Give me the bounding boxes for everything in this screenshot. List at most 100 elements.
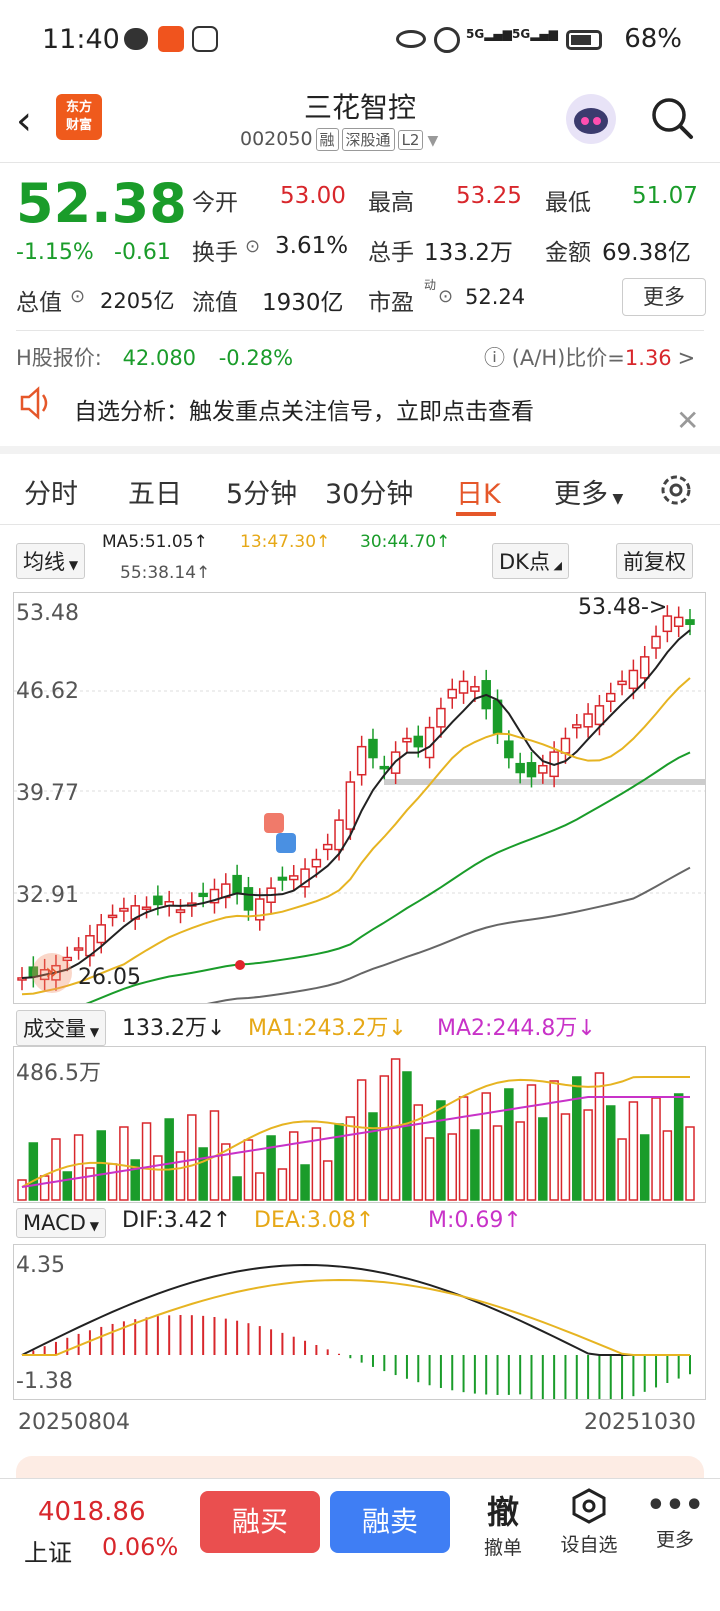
volume-bar bbox=[322, 1160, 333, 1201]
open-value: 53.00 bbox=[280, 183, 346, 209]
open-label: 今开 bbox=[192, 190, 238, 216]
dif-line bbox=[21, 1264, 690, 1356]
info-icon[interactable]: ⊙ bbox=[245, 236, 261, 257]
candle-body bbox=[334, 819, 344, 851]
high-label: 最高 bbox=[368, 190, 414, 216]
y-label-4: 32.91 bbox=[16, 883, 79, 908]
settings-gear-icon[interactable] bbox=[658, 472, 694, 508]
volume-bar bbox=[232, 1176, 242, 1201]
candle-body bbox=[492, 699, 503, 734]
chevron-down-icon: ▼ bbox=[427, 133, 439, 149]
news-peek-banner[interactable] bbox=[16, 1456, 704, 1478]
ah-ratio[interactable]: ⓘ (A/H)比价=1.36 > bbox=[484, 342, 695, 372]
candle-body bbox=[515, 762, 525, 774]
volume-bar bbox=[639, 1134, 650, 1201]
status-bar: 11:40 5G▂▄▆ 5G▂▄▆ 68% bbox=[0, 0, 720, 80]
cancel-icon: 撤 bbox=[486, 1493, 519, 1531]
ma-select[interactable]: 均线 ▼ bbox=[16, 543, 86, 579]
candle-body bbox=[300, 868, 310, 888]
info-icon[interactable]: ⊙ bbox=[438, 286, 454, 307]
assistant-avatar[interactable] bbox=[566, 94, 616, 144]
candle-body bbox=[119, 907, 129, 912]
volume-bar bbox=[583, 1109, 593, 1201]
ma5-value: MA5:51.05↑ bbox=[102, 532, 208, 552]
search-icon[interactable] bbox=[650, 96, 694, 140]
signal-notice-bar[interactable]: 自选分析：触发重点关注信号，立即点击查看 ✕ bbox=[0, 386, 720, 454]
add-watchlist-label: 设自选 bbox=[560, 1534, 618, 1556]
tab-30min[interactable]: 30分钟 bbox=[325, 479, 414, 510]
high-value: 53.25 bbox=[456, 183, 522, 209]
volume-value: 133.2万↓ bbox=[122, 1016, 226, 1041]
dk-point-button[interactable]: DK点 ◢ bbox=[492, 543, 569, 579]
candle-body bbox=[209, 888, 220, 904]
margin-buy-button[interactable]: 融买 bbox=[200, 1491, 320, 1553]
volume-bar bbox=[492, 1125, 503, 1201]
volume-bar bbox=[447, 1133, 457, 1201]
more-dots-icon: ••• bbox=[646, 1488, 704, 1523]
candle-body bbox=[255, 898, 265, 921]
more-menu-button[interactable]: ••• 更多 bbox=[640, 1487, 710, 1552]
volume-indicator-select[interactable]: 成交量 ▼ bbox=[16, 1010, 107, 1046]
active-tab-indicator bbox=[456, 512, 496, 516]
stock-code-row[interactable]: 002050 融深股通 L2 ▼ bbox=[240, 128, 438, 151]
tab-daily-k[interactable]: 日K bbox=[456, 479, 501, 510]
cancel-order-button[interactable]: 撤 撤单 bbox=[468, 1487, 538, 1560]
macd-chart[interactable]: 4.35 -1.38 bbox=[13, 1244, 706, 1400]
ah-ratio-value: 1.36 bbox=[624, 346, 672, 370]
volume-bar bbox=[628, 1101, 639, 1201]
candle-body bbox=[322, 843, 333, 851]
period-tabs: 分时 五日 5分钟 30分钟 日K 更多 ▼ bbox=[0, 460, 720, 524]
candle-body bbox=[62, 956, 73, 962]
eye-icon bbox=[396, 30, 426, 48]
y-label-3: 39.77 bbox=[16, 781, 79, 806]
volume-bar bbox=[153, 1155, 163, 1201]
back-icon[interactable]: ‹ bbox=[16, 98, 32, 144]
tab-more[interactable]: 更多 ▼ bbox=[554, 479, 624, 510]
candle-body bbox=[572, 724, 582, 729]
connect-tag: 深股通 bbox=[341, 128, 395, 151]
candle-body bbox=[560, 737, 571, 754]
sell-signal-marker bbox=[276, 833, 296, 853]
candle-body bbox=[73, 947, 84, 951]
h-share-row[interactable]: H股报价: 42.080 -0.28% bbox=[16, 342, 293, 372]
ah-ratio-label: (A/H)比价= bbox=[511, 346, 625, 370]
volume-chart[interactable]: 486.5万 bbox=[13, 1046, 706, 1203]
candle-body bbox=[583, 713, 593, 728]
candle-body bbox=[96, 924, 107, 944]
volume-bar bbox=[255, 1172, 265, 1201]
info-icon[interactable]: ⊙ bbox=[70, 286, 86, 307]
add-watchlist-button[interactable]: 设自选 bbox=[554, 1487, 624, 1557]
candle-body bbox=[628, 669, 639, 690]
volume-bar bbox=[141, 1122, 152, 1201]
expand-arrows-icon[interactable]: » bbox=[32, 953, 72, 993]
candle-body bbox=[379, 765, 390, 770]
more-quote-button[interactable]: 更多 bbox=[622, 278, 706, 316]
candle-body bbox=[232, 874, 242, 895]
tab-5min[interactable]: 5分钟 bbox=[226, 479, 298, 510]
candle-body bbox=[141, 906, 152, 910]
index-value[interactable]: 4018.86 bbox=[38, 1497, 146, 1527]
volume-bar bbox=[470, 1129, 480, 1201]
amount-label: 金额 bbox=[545, 240, 591, 266]
divider bbox=[0, 162, 720, 163]
candle-body bbox=[107, 914, 118, 919]
volume-bar bbox=[390, 1058, 401, 1201]
close-icon[interactable]: ✕ bbox=[676, 404, 700, 437]
volume-bar bbox=[266, 1135, 276, 1201]
volume-bar bbox=[345, 1116, 356, 1201]
candle-body bbox=[447, 688, 457, 699]
volume-bar bbox=[685, 1126, 695, 1201]
candle-body bbox=[198, 892, 208, 898]
candle-body bbox=[243, 887, 254, 911]
macd-indicator-select[interactable]: MACD ▼ bbox=[16, 1208, 106, 1238]
ma-line bbox=[85, 751, 691, 1003]
tab-five-day[interactable]: 五日 bbox=[128, 479, 182, 510]
app-notification-icon bbox=[158, 26, 184, 52]
tab-intraday[interactable]: 分时 bbox=[24, 479, 78, 510]
volume-bar bbox=[526, 1084, 537, 1201]
price-adjust-button[interactable]: 前复权 bbox=[616, 543, 693, 579]
kline-chart[interactable]: 53.48 46.62 39.77 32.91 53.48-> 26.05 » bbox=[13, 592, 706, 1004]
margin-sell-button[interactable]: 融卖 bbox=[330, 1491, 450, 1553]
chevron-right-icon: > bbox=[677, 346, 696, 370]
cancel-order-label: 撤单 bbox=[483, 1537, 522, 1559]
